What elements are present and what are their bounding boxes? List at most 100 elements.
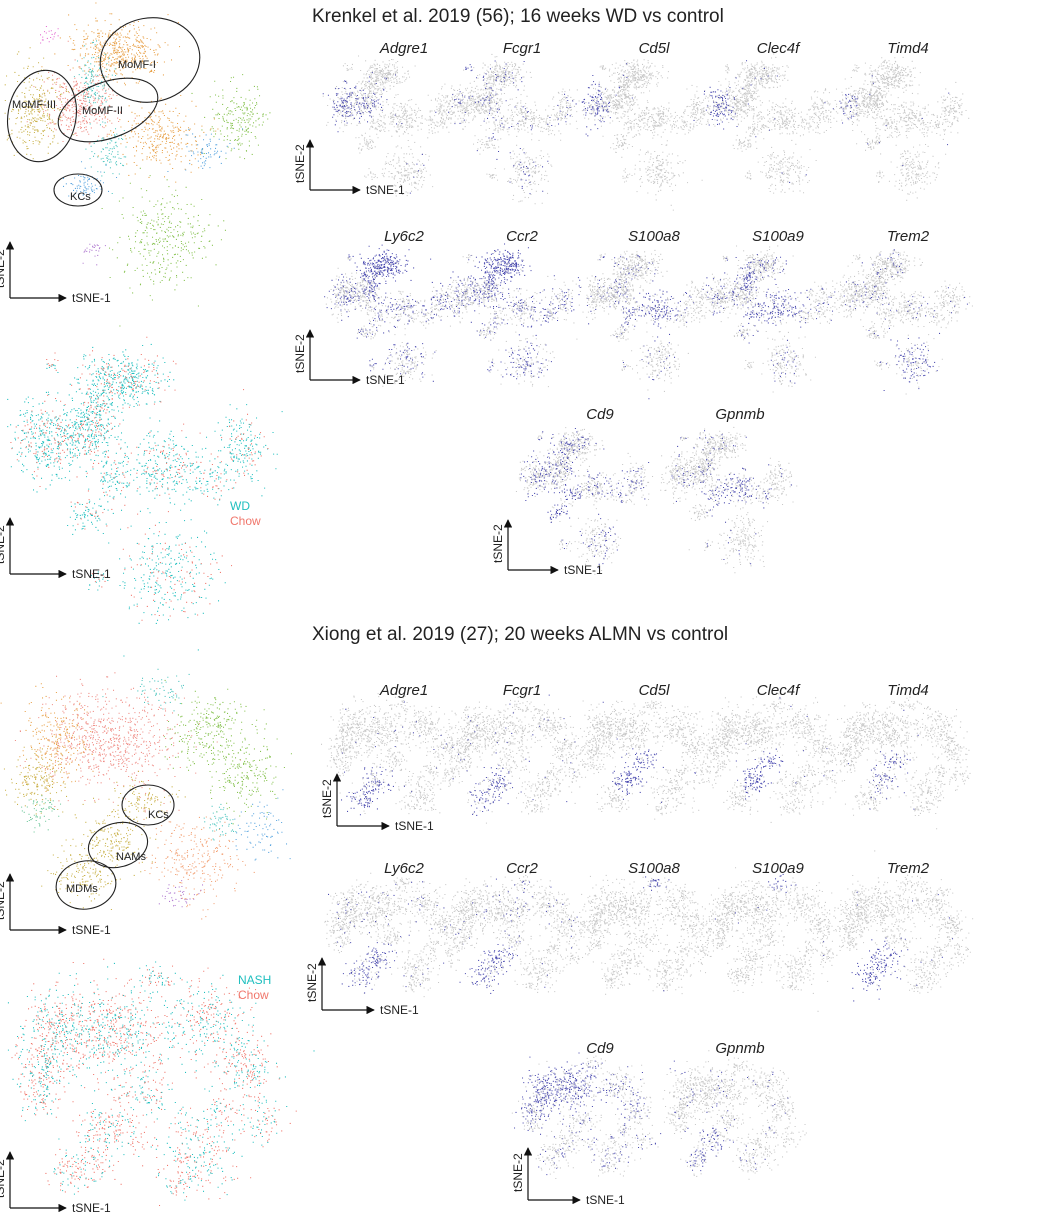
cluster-kcs-xiong-label: KCs — [148, 809, 169, 821]
cluster-kcs-outline — [53, 173, 103, 207]
krenkel-gene-ccr2-points — [447, 251, 584, 388]
x-axis-label: tSNE-1 — [380, 1003, 419, 1017]
x-axis-label: tSNE-1 — [72, 923, 111, 937]
y-axis-label: tSNE-2 — [0, 881, 7, 920]
xiong-legend-nash: NASH — [238, 973, 271, 987]
xiong-cluster-points — [158, 880, 204, 908]
krenkel-gene-trem2-points — [834, 250, 973, 395]
xiong-gene-cd9-points — [514, 1052, 662, 1176]
xiong-gene-label: S100a9 — [752, 860, 804, 877]
xiong-gene-ly6c2-points — [324, 872, 467, 998]
xiong-gene-label: Ccr2 — [506, 860, 538, 877]
xiong-legend-chow: Chow — [238, 988, 269, 1002]
xiong-gene-timd4-points — [833, 696, 971, 830]
krenkel-legend-wd: WD — [230, 499, 250, 513]
xiong-gene-cd9-points — [511, 1055, 659, 1180]
krenkel-gene-label: Ly6c2 — [384, 228, 424, 245]
xiong-gene-label: Cd9 — [586, 1040, 614, 1057]
y-axis-label: tSNE-2 — [0, 525, 7, 564]
xiong-gene-clec4f-points — [699, 693, 846, 823]
xiong-gene-clec4f-points — [735, 697, 834, 800]
xiong-gene-fcgr1-points — [444, 696, 591, 824]
xiong-cluster-points — [163, 679, 292, 825]
xiong-gene-label: Timd4 — [887, 682, 929, 699]
krenkel-gene-axes-2: tSNE-1 tSNE-2 — [293, 329, 405, 387]
y-axis-label: tSNE-2 — [0, 249, 7, 288]
x-axis-label: tSNE-1 — [72, 567, 111, 581]
krenkel-condition-points — [10, 336, 269, 621]
xiong-gene-adgre1-points — [341, 701, 454, 816]
x-axis-label: tSNE-1 — [586, 1193, 625, 1207]
krenkel-gene-adgre1-points — [322, 72, 457, 194]
xiong-gene-s100a9-points — [702, 867, 849, 1012]
xiong-gene-gpnmb-points — [662, 1050, 807, 1180]
krenkel-gene-gpnmb-points — [671, 430, 792, 565]
xiong-gene-trem2-points — [831, 850, 974, 994]
krenkel-cluster-points — [40, 26, 59, 44]
x-axis-label: tSNE-1 — [395, 819, 434, 833]
cluster-kcs-label: KCs — [70, 191, 91, 203]
krenkel-clusters-axes: tSNE-1 tSNE-2 — [0, 241, 111, 305]
xiong-clusters-axes: tSNE-1 tSNE-2 — [0, 873, 111, 937]
y-axis-label: tSNE-2 — [305, 963, 319, 1002]
krenkel-cluster-points — [82, 243, 106, 266]
krenkel-gene-adgre1-points — [322, 55, 458, 197]
x-axis-label: tSNE-1 — [72, 1201, 111, 1215]
cluster-momf-iii-label: MoMF-III — [12, 99, 56, 111]
krenkel-gene-label: Cd5l — [638, 40, 670, 57]
cluster-nams-outline — [87, 821, 149, 869]
krenkel-cluster-points — [41, 2, 219, 183]
cluster-mdms-label: MDMs — [66, 883, 98, 895]
xiong-cluster-points — [14, 672, 242, 813]
krenkel-cluster-points — [101, 74, 271, 327]
xiong-gene-adgre1-points — [321, 693, 463, 815]
krenkel-legend-chow: Chow — [230, 514, 261, 528]
krenkel-gene-s100a8-points — [586, 255, 715, 400]
xiong-gene-label: Trem2 — [886, 860, 930, 877]
x-axis-label: tSNE-1 — [564, 563, 603, 577]
krenkel-title: Krenkel et al. 2019 (56); 16 weeks WD vs… — [312, 6, 724, 27]
krenkel-cluster-points — [62, 128, 244, 199]
krenkel-gene-s100a8-points — [580, 249, 724, 392]
cluster-nams-label: NAMs — [116, 851, 146, 863]
xiong-cluster-points — [21, 795, 62, 833]
cluster-mdms-outline — [55, 860, 117, 910]
x-axis-label: tSNE-1 — [72, 291, 111, 305]
krenkel-gene-cd5l-points — [578, 59, 716, 211]
krenkel-gene-timd4-points — [834, 56, 970, 201]
krenkel-gene-label: S100a9 — [752, 228, 804, 245]
xiong-condition-axes: tSNE-1 tSNE-2 — [0, 1151, 111, 1215]
krenkel-gene-cd9-points — [515, 427, 654, 575]
xiong-gene-ccr2-points — [443, 873, 594, 993]
xiong-gene-label: Gpnmb — [715, 1040, 765, 1057]
krenkel-gene-cd5l-points — [581, 63, 695, 137]
xiong-gene-label: Cd5l — [638, 682, 670, 699]
krenkel-gene-axes-3: tSNE-1 tSNE-2 — [491, 519, 603, 577]
cluster-momf-ii-label: MoMF-II — [82, 105, 123, 117]
krenkel-gene-fcgr1-points — [448, 60, 577, 195]
xiong-cluster-points — [234, 789, 291, 861]
krenkel-condition-axes: tSNE-1 tSNE-2 — [0, 517, 111, 581]
xiong-gene-label: Adgre1 — [379, 682, 429, 699]
krenkel-gene-gpnmb-points — [660, 426, 798, 574]
krenkel-gene-label: Ccr2 — [506, 228, 538, 245]
krenkel-gene-label: Clec4f — [756, 40, 800, 57]
x-axis-label: tSNE-1 — [366, 373, 405, 387]
y-axis-label: tSNE-2 — [320, 779, 334, 818]
xiong-cluster-points — [138, 810, 255, 920]
krenkel-gene-s100a9-points — [700, 245, 838, 393]
xiong-gene-label: Clec4f — [756, 682, 800, 699]
krenkel-gene-ly6c2-points — [325, 257, 460, 387]
krenkel-gene-label: Cd9 — [586, 406, 614, 423]
krenkel-gene-fcgr1-points — [440, 53, 578, 205]
xiong-gene-label: S100a8 — [628, 860, 680, 877]
cluster-momf-iii-outline — [7, 69, 77, 163]
xiong-gene-s100a8-points — [575, 874, 719, 995]
krenkel-gene-axes-1: tSNE-1 tSNE-2 — [293, 139, 405, 197]
xiong-gene-cd5l-points — [573, 700, 718, 820]
xiong-cluster-points — [102, 668, 237, 841]
krenkel-gene-ly6c2-points — [324, 244, 456, 382]
y-axis-label: tSNE-2 — [293, 334, 307, 373]
xiong-title: Xiong et al. 2019 (27); 20 weeks ALMN vs… — [312, 624, 729, 645]
